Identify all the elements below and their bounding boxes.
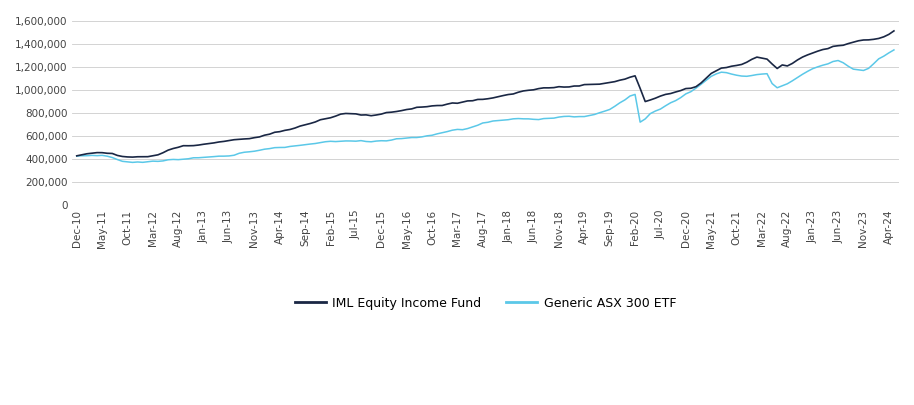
Generic ASX 300 ETF — [888, 47, 899, 52]
Generic ASX 300 ETF — [71, 153, 82, 158]
Generic ASX 300 ETF — [726, 72, 737, 77]
Generic ASX 300 ETF — [340, 139, 351, 143]
IML Equity Income Fund — [345, 111, 356, 116]
IML Equity Income Fund — [888, 28, 899, 33]
Line: Generic ASX 300 ETF: Generic ASX 300 ETF — [77, 50, 894, 162]
IML Equity Income Fund — [731, 63, 742, 68]
Line: IML Equity Income Fund: IML Equity Income Fund — [77, 31, 894, 157]
IML Equity Income Fund — [340, 111, 351, 116]
Generic ASX 300 ETF — [127, 160, 138, 165]
IML Equity Income Fund — [726, 64, 737, 69]
Generic ASX 300 ETF — [147, 159, 158, 164]
Generic ASX 300 ETF — [345, 139, 356, 143]
Generic ASX 300 ETF — [614, 100, 625, 105]
Generic ASX 300 ETF — [731, 73, 742, 78]
IML Equity Income Fund — [614, 78, 625, 83]
IML Equity Income Fund — [147, 153, 158, 158]
IML Equity Income Fund — [71, 153, 82, 158]
Legend: IML Equity Income Fund, Generic ASX 300 ETF: IML Equity Income Fund, Generic ASX 300 … — [290, 292, 681, 315]
IML Equity Income Fund — [127, 155, 138, 160]
